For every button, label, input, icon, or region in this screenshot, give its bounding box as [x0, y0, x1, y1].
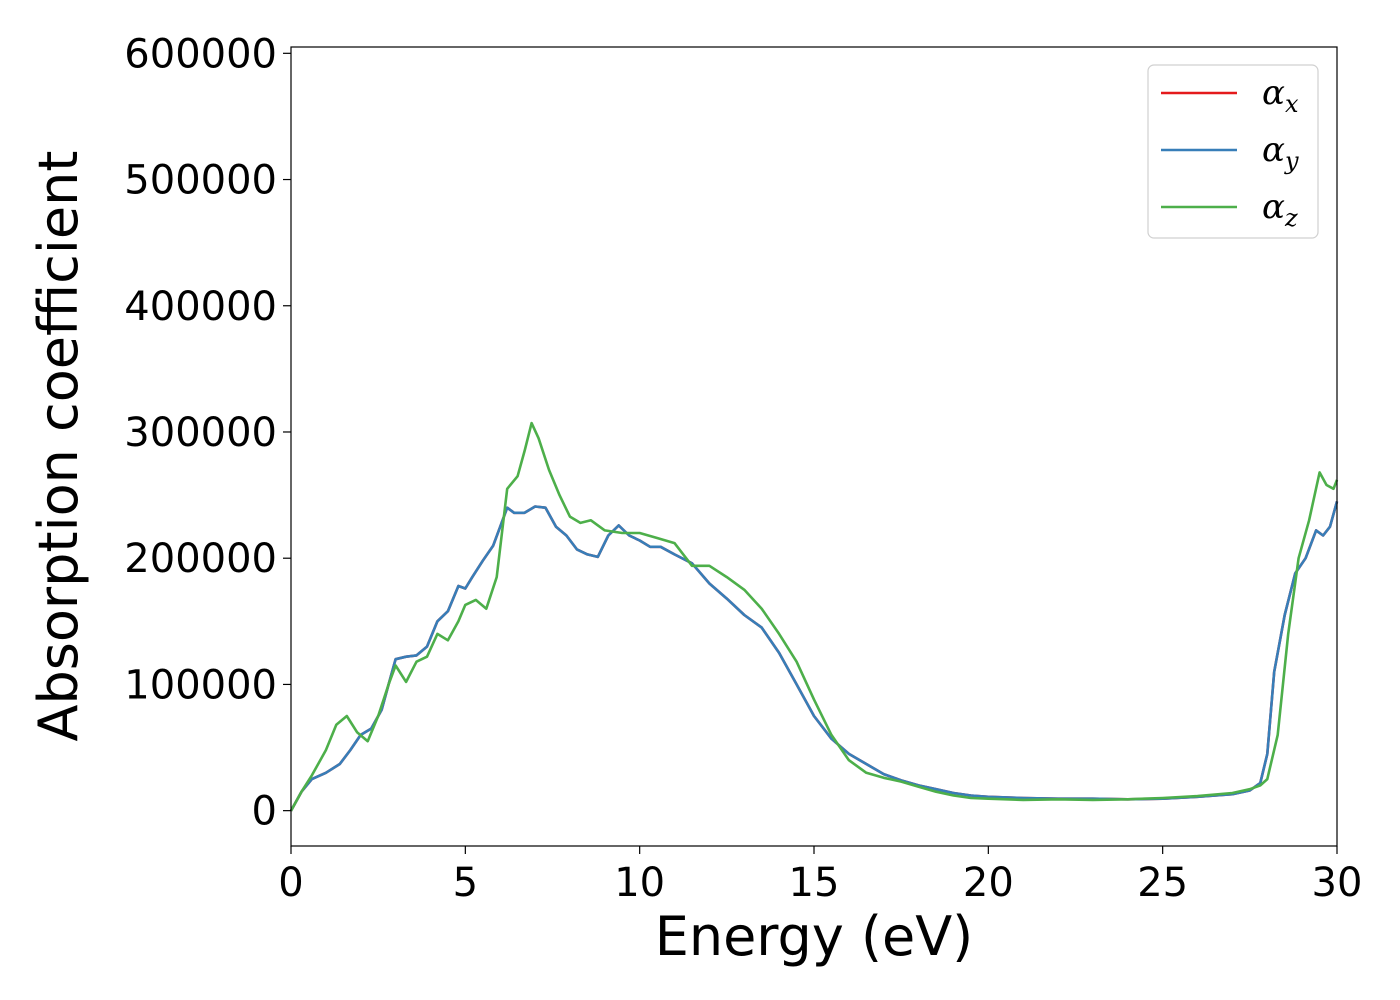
legend-subscript: x [1285, 90, 1299, 118]
x-tick-label: 0 [278, 860, 303, 906]
x-tick-label: 15 [789, 860, 840, 906]
y-tick-label: 300000 [124, 410, 277, 456]
series-line-alpha-z [289, 421, 1339, 812]
legend-subscript: z [1284, 204, 1298, 232]
legend-subscript: y [1284, 147, 1299, 175]
legend-box [1147, 64, 1319, 239]
y-axis-label: Absorption coefficient [27, 151, 90, 742]
x-axis-ticks: 0 5 10 15 20 25 30 [278, 846, 1362, 906]
y-tick-label: 200000 [124, 536, 277, 582]
x-tick-label: 10 [614, 860, 665, 906]
y-tick-label: 100000 [124, 662, 277, 708]
x-axis-label: Energy (eV) [655, 905, 974, 968]
x-tick-label: 25 [1137, 860, 1188, 906]
y-tick-label: 500000 [124, 158, 277, 204]
y-tick-label: 0 [252, 789, 277, 835]
x-tick-label: 5 [453, 860, 478, 906]
y-axis-ticks: 0 100000 200000 300000 400000 500000 600000 [124, 31, 291, 835]
y-tick-label: 400000 [124, 284, 277, 330]
x-tick-label: 20 [963, 860, 1014, 906]
series-layer [289, 421, 1339, 812]
x-tick-label: 30 [1312, 860, 1363, 906]
y-tick-label: 600000 [124, 31, 277, 77]
